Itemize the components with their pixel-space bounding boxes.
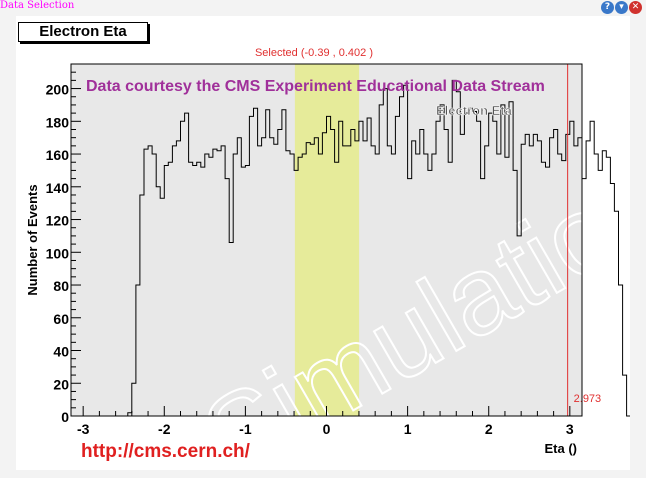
x-tick-label: 3 xyxy=(566,421,574,437)
y-tick-label: 40 xyxy=(53,344,69,360)
selection-label: Selected (-0.39 , 0.402 ) xyxy=(255,47,373,59)
close-icon[interactable]: ✕ xyxy=(629,1,642,14)
histogram-line xyxy=(83,79,630,417)
x-tick-label: 2 xyxy=(485,421,493,437)
y-tick-label: 160 xyxy=(46,147,70,163)
download-icon[interactable]: ▾ xyxy=(615,1,628,14)
axes: 0 20 40 60 80 100 120 140 160 180 200 -3 -2 -1 0 1 2 3 xyxy=(46,63,583,437)
marker-label: 2.973 xyxy=(574,393,602,405)
x-tick-label: -1 xyxy=(239,421,252,437)
window-title-bar: Data Selection ? ▾ ✕ xyxy=(0,0,646,16)
y-tick-label: 0 xyxy=(61,409,69,425)
y-tick-label: 100 xyxy=(46,245,70,261)
legend-label: Electron Eta xyxy=(436,103,513,118)
x-tick-label: 0 xyxy=(323,421,331,437)
y-tick-label: 80 xyxy=(53,278,69,294)
x-axis-label: Eta () xyxy=(545,441,578,456)
histogram-canvas[interactable]: Simulation 2.973 Selected (-0.39 , 0.402… xyxy=(16,16,630,470)
cms-url-link[interactable]: http://cms.cern.ch/ xyxy=(81,441,251,462)
data-courtesy-banner: Data courtesy the CMS Experiment Educati… xyxy=(86,78,545,95)
window-title: Data Selection xyxy=(0,0,75,11)
y-axis-label: Number of Events xyxy=(25,184,40,295)
y-tick-label: 60 xyxy=(53,311,69,327)
x-tick-label: -3 xyxy=(77,421,90,437)
window-controls: ? ▾ ✕ xyxy=(601,1,642,14)
y-tick-label: 140 xyxy=(46,180,70,196)
y-tick-label: 180 xyxy=(46,114,70,130)
plot-title: Electron Eta xyxy=(18,22,148,42)
x-tick-label: -2 xyxy=(158,421,171,437)
y-tick-label: 120 xyxy=(46,213,70,229)
y-tick-label: 200 xyxy=(46,82,70,98)
x-tick-label: 1 xyxy=(404,421,412,437)
help-icon[interactable]: ? xyxy=(601,1,614,14)
histogram-plot[interactable]: Simulation 2.973 Selected (-0.39 , 0.402… xyxy=(16,16,630,470)
y-tick-label: 20 xyxy=(53,376,69,392)
